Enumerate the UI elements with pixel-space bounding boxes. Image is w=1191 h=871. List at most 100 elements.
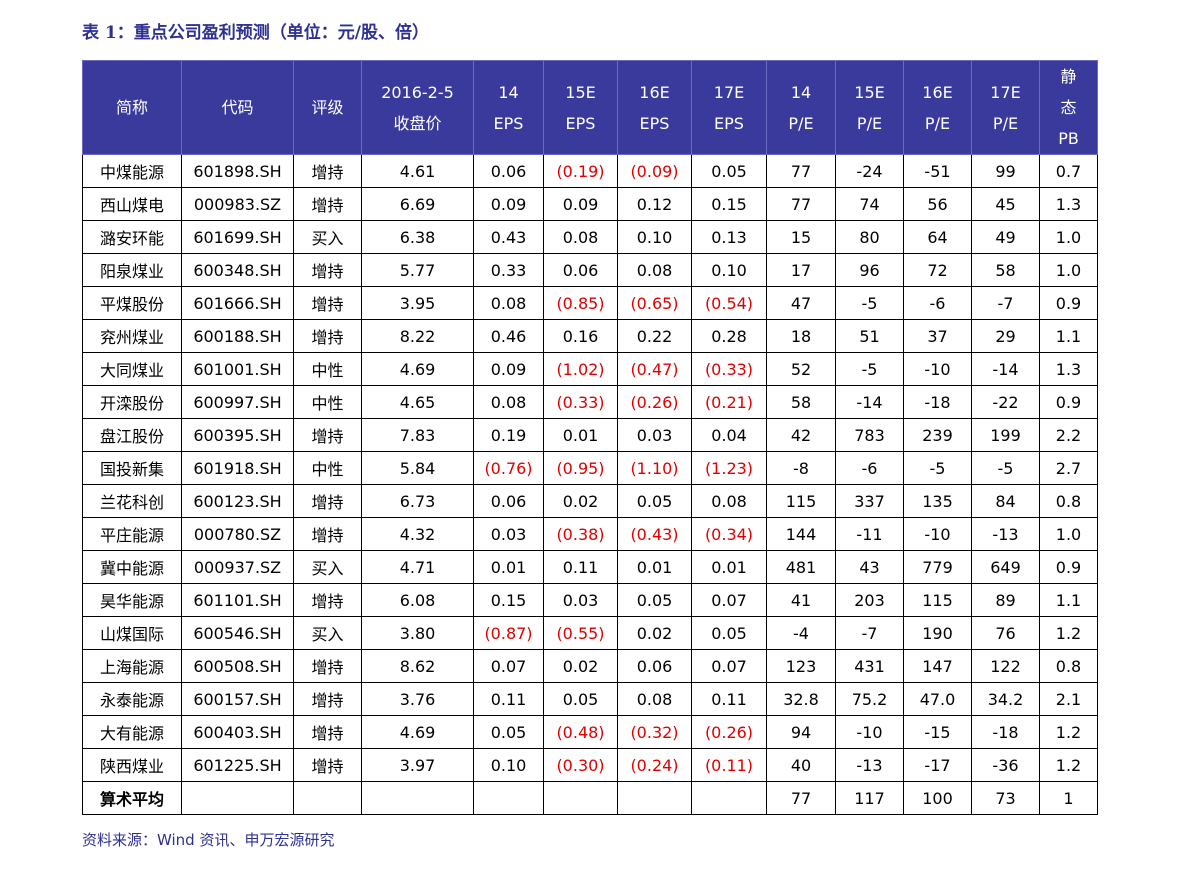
data-row: 平煤股份 601666.SH 增持 3.95 0.08 (0.85) (0.65) (0.54…	[82, 286, 1098, 320]
cell: 0.33	[473, 253, 544, 287]
data-row: 兰花科创 600123.SH 增持 6.73 0.06 0.02 0.05 0.08 115 33…	[82, 484, 1098, 518]
cell: 190	[903, 616, 972, 650]
cell: 0.05	[691, 154, 767, 188]
cell: 75.2	[835, 682, 904, 716]
cell: -17	[903, 748, 972, 782]
empty-cell	[181, 781, 294, 815]
cell: 0.06	[617, 649, 692, 683]
cell: 115	[903, 583, 972, 617]
average-cell: 100	[903, 781, 972, 815]
cell: 0.28	[691, 319, 767, 353]
header-text: EPS	[565, 113, 596, 133]
cell: 0.09	[543, 187, 618, 221]
cell: 239	[903, 418, 972, 452]
cell: 000780.SZ	[181, 517, 294, 551]
cell: (1.23)	[691, 451, 767, 485]
cell: 5.77	[361, 253, 474, 287]
cell: -24	[835, 154, 904, 188]
header-cell: 静态 PB	[1039, 60, 1098, 155]
cell: 15	[766, 220, 836, 254]
cell: 0.08	[617, 682, 692, 716]
cell: 0.02	[543, 484, 618, 518]
cell: 4.65	[361, 385, 474, 419]
cell: 0.9	[1039, 385, 1098, 419]
cell: 0.01	[691, 550, 767, 584]
cell: 大同煤业	[82, 352, 182, 386]
header-text: 简称	[115, 98, 148, 117]
cell: 陕西煤业	[82, 748, 182, 782]
source-note: 资料来源：Wind 资讯、申万宏源研究	[82, 831, 335, 849]
cell: 4.32	[361, 517, 474, 551]
cell: -14	[971, 352, 1040, 386]
cell: 0.09	[473, 352, 544, 386]
cell: 115	[766, 484, 836, 518]
cell: 4.69	[361, 715, 474, 749]
header-text: 17E	[990, 82, 1021, 102]
cell: -10	[835, 715, 904, 749]
cell: 买入	[293, 616, 362, 650]
cell: 0.03	[617, 418, 692, 452]
cell: -5	[903, 451, 972, 485]
cell: 0.05	[691, 616, 767, 650]
cell: -5	[835, 352, 904, 386]
cell: 增持	[293, 154, 362, 188]
cell: 1.2	[1039, 616, 1098, 650]
cell: 0.10	[691, 253, 767, 287]
cell: 增持	[293, 484, 362, 518]
header-text: 15E	[854, 82, 885, 102]
cell: 6.69	[361, 187, 474, 221]
cell: 0.22	[617, 319, 692, 353]
cell: -36	[971, 748, 1040, 782]
data-row: 平庄能源 000780.SZ 增持 4.32 0.03 (0.38) (0.43) (0.34…	[82, 517, 1098, 551]
cell: -14	[835, 385, 904, 419]
cell: 99	[971, 154, 1040, 188]
cell: (0.43)	[617, 517, 692, 551]
cell: 0.12	[617, 187, 692, 221]
cell: 0.8	[1039, 484, 1098, 518]
cell: 中性	[293, 385, 362, 419]
cell: 西山煤电	[82, 187, 182, 221]
cell: 600188.SH	[181, 319, 294, 353]
header-cell: 代码	[181, 60, 294, 155]
cell: 49	[971, 220, 1040, 254]
cell: 增持	[293, 748, 362, 782]
cell: (0.47)	[617, 352, 692, 386]
cell: 5.84	[361, 451, 474, 485]
cell: 601918.SH	[181, 451, 294, 485]
cell: (0.85)	[543, 286, 618, 320]
cell: 增持	[293, 649, 362, 683]
cell: 0.08	[617, 253, 692, 287]
cell: 779	[903, 550, 972, 584]
cell: 0.08	[691, 484, 767, 518]
cell: 601666.SH	[181, 286, 294, 320]
cell: -51	[903, 154, 972, 188]
cell: 123	[766, 649, 836, 683]
cell: 135	[903, 484, 972, 518]
cell: 58	[971, 253, 1040, 287]
cell: (0.54)	[691, 286, 767, 320]
cell: 潞安环能	[82, 220, 182, 254]
data-row: 开滦股份 600997.SH 中性 4.65 0.08 (0.33) (0.26) (0.21…	[82, 385, 1098, 419]
cell: (0.26)	[617, 385, 692, 419]
cell: 0.9	[1039, 550, 1098, 584]
cell: 43	[835, 550, 904, 584]
cell: 0.08	[543, 220, 618, 254]
cell: (0.65)	[617, 286, 692, 320]
data-row: 中煤能源 601898.SH 增持 4.61 0.06 (0.19) (0.09) 0.05 7…	[82, 154, 1098, 188]
header-text: 静	[1060, 67, 1077, 86]
cell: 增持	[293, 682, 362, 716]
header-cell: 2016-2-5 收盘价	[361, 60, 474, 155]
cell: 600395.SH	[181, 418, 294, 452]
header-cell: 14 P/E	[766, 60, 836, 155]
cell: 1.3	[1039, 352, 1098, 386]
cell: -7	[835, 616, 904, 650]
data-row: 西山煤电 000983.SZ 增持 6.69 0.09 0.09 0.12 0.15 77 74 5…	[82, 187, 1098, 221]
cell: 601001.SH	[181, 352, 294, 386]
cell: 56	[903, 187, 972, 221]
cell: 3.97	[361, 748, 474, 782]
cell: 增持	[293, 319, 362, 353]
data-row: 陕西煤业 601225.SH 增持 3.97 0.10 (0.30) (0.24) (0.11…	[82, 748, 1098, 782]
cell: 0.06	[473, 154, 544, 188]
average-cell: 117	[835, 781, 904, 815]
cell: 4.71	[361, 550, 474, 584]
